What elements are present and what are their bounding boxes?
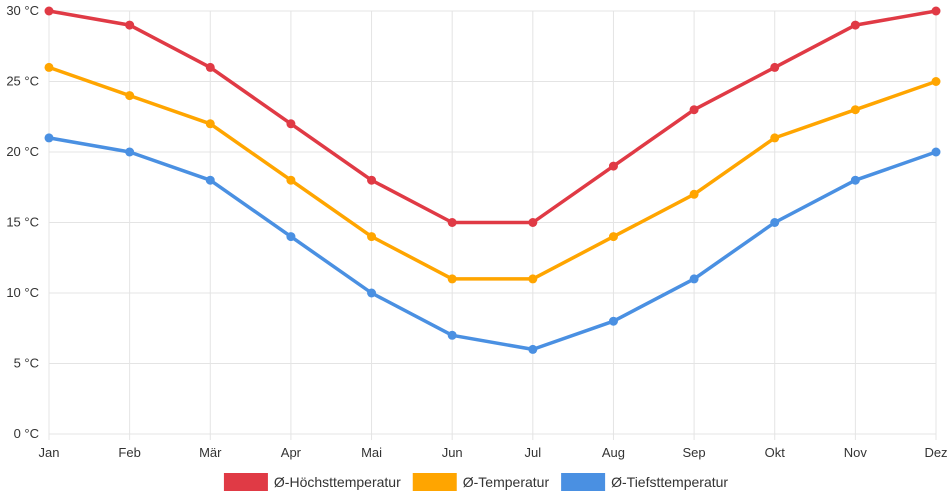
- data-point: [205, 119, 215, 129]
- x-tick-label: Jul: [525, 445, 542, 460]
- data-point: [931, 6, 941, 16]
- data-point: [367, 175, 377, 185]
- data-point: [850, 20, 860, 30]
- data-point: [447, 330, 457, 340]
- legend-label: Ø-Tiefsttemperatur: [611, 474, 728, 490]
- data-point: [689, 105, 699, 115]
- legend-swatch: [412, 473, 457, 491]
- data-point: [770, 62, 780, 72]
- x-tick-label: Jan: [39, 445, 60, 460]
- data-point: [850, 175, 860, 185]
- y-tick-label: 20 °C: [6, 144, 39, 159]
- x-tick-label: Okt: [765, 445, 786, 460]
- data-point: [770, 133, 780, 143]
- legend-swatch: [223, 473, 268, 491]
- data-point: [44, 133, 54, 143]
- data-point: [689, 274, 699, 284]
- data-point: [608, 232, 618, 242]
- data-point: [125, 147, 135, 157]
- data-point: [44, 6, 54, 16]
- data-point: [44, 62, 54, 72]
- data-point: [125, 20, 135, 30]
- data-point: [608, 316, 618, 326]
- series-line: [47, 65, 938, 281]
- data-point: [125, 91, 135, 101]
- data-point: [689, 189, 699, 199]
- x-tick-label: Sep: [683, 445, 706, 460]
- y-tick-label: 5 °C: [14, 356, 39, 371]
- x-tick-label: Feb: [118, 445, 140, 460]
- data-point: [447, 274, 457, 284]
- series-line: [47, 136, 938, 352]
- data-point: [608, 161, 618, 171]
- y-tick-label: 25 °C: [6, 74, 39, 89]
- data-point: [850, 105, 860, 115]
- x-tick-label: Mai: [361, 445, 382, 460]
- x-tick-label: Aug: [602, 445, 625, 460]
- x-axis-ticks: Jan Feb Mär Apr Mai Jun Jul Aug Sep Okt Nov Dez: [39, 445, 948, 460]
- y-tick-label: 10 °C: [6, 285, 39, 300]
- x-tick-label: Nov: [844, 445, 868, 460]
- series-line: [47, 9, 938, 225]
- data-point: [205, 175, 215, 185]
- y-axis-ticks: 0 °C 5 °C 10 °C 15 °C 20 °C 25 °C 30 °C: [6, 3, 39, 441]
- x-tick-label: Jun: [442, 445, 463, 460]
- legend-label: Ø-Temperatur: [463, 474, 550, 490]
- legend: Ø-Höchsttemperatur Ø-Temperatur Ø-Tiefstte…: [223, 473, 728, 491]
- data-point: [205, 62, 215, 72]
- series-group: [44, 6, 941, 354]
- data-point: [931, 77, 941, 86]
- x-tick-label: Apr: [281, 445, 302, 460]
- data-point: [931, 147, 941, 157]
- y-tick-label: 15 °C: [6, 215, 39, 230]
- x-tick-label: Dez: [924, 445, 947, 460]
- data-point: [286, 119, 296, 129]
- data-point: [367, 232, 377, 242]
- y-tick-label: 0 °C: [14, 426, 39, 441]
- data-point: [770, 218, 780, 227]
- x-tick-label: Mär: [199, 445, 222, 460]
- grid: [48, 10, 937, 440]
- legend-swatch: [561, 473, 606, 491]
- data-point: [447, 218, 457, 227]
- data-point: [367, 288, 377, 298]
- legend-label: Ø-Höchsttemperatur: [274, 474, 401, 490]
- data-point: [528, 274, 538, 284]
- data-point: [286, 175, 296, 185]
- y-tick-label: 30 °C: [6, 3, 39, 18]
- data-point: [528, 218, 538, 227]
- data-point: [528, 344, 538, 354]
- data-point: [286, 232, 296, 242]
